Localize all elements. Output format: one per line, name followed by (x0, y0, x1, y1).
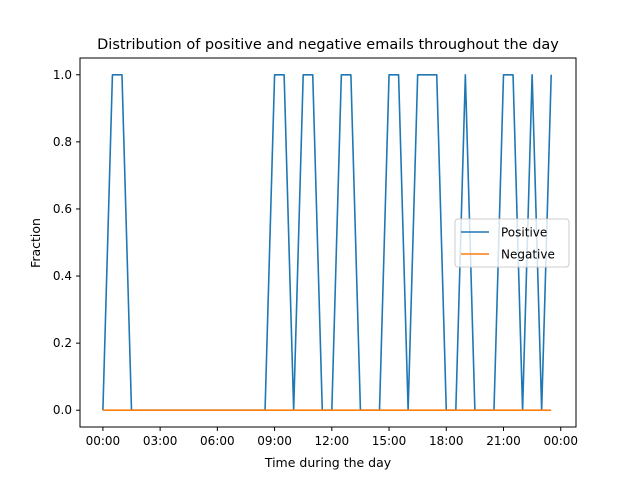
x-tick-label: 15:00 (372, 434, 407, 448)
x-tick-label: 21:00 (486, 434, 521, 448)
x-axis-label: Time during the day (264, 455, 392, 470)
y-tick-label: 0.8 (53, 135, 72, 149)
legend: Positive Negative (454, 218, 570, 268)
plot-frame (79, 57, 577, 428)
y-tick-label: 0.0 (53, 403, 72, 417)
x-tick-label: 03:00 (143, 434, 178, 448)
y-tick-label: 0.6 (53, 202, 72, 216)
y-tick-label: 1.0 (53, 68, 72, 82)
y-axis-ticks: 0.0 0.2 0.4 0.6 0.8 1.0 (53, 68, 80, 417)
series-layer (102, 73, 552, 412)
x-tick-label: 12:00 (315, 434, 350, 448)
legend-box (454, 218, 570, 268)
y-tick-label: 0.4 (53, 269, 72, 283)
x-axis-ticks: 00:00 03:00 06:00 09:00 12:00 15:00 18:00 21:00… (86, 427, 578, 448)
y-tick-label: 0.2 (53, 336, 72, 350)
legend-label-positive: Positive (501, 226, 547, 240)
legend-label-negative: Negative (501, 248, 555, 262)
x-tick-label: 09:00 (257, 434, 292, 448)
y-axis-label: Fraction (28, 218, 43, 268)
x-tick-label: 00:00 (86, 434, 121, 448)
chart-title: Distribution of positive and negative em… (97, 37, 559, 53)
x-tick-label: 18:00 (429, 434, 464, 448)
x-tick-label: 00:00 (543, 434, 578, 448)
x-tick-label: 06:00 (200, 434, 235, 448)
